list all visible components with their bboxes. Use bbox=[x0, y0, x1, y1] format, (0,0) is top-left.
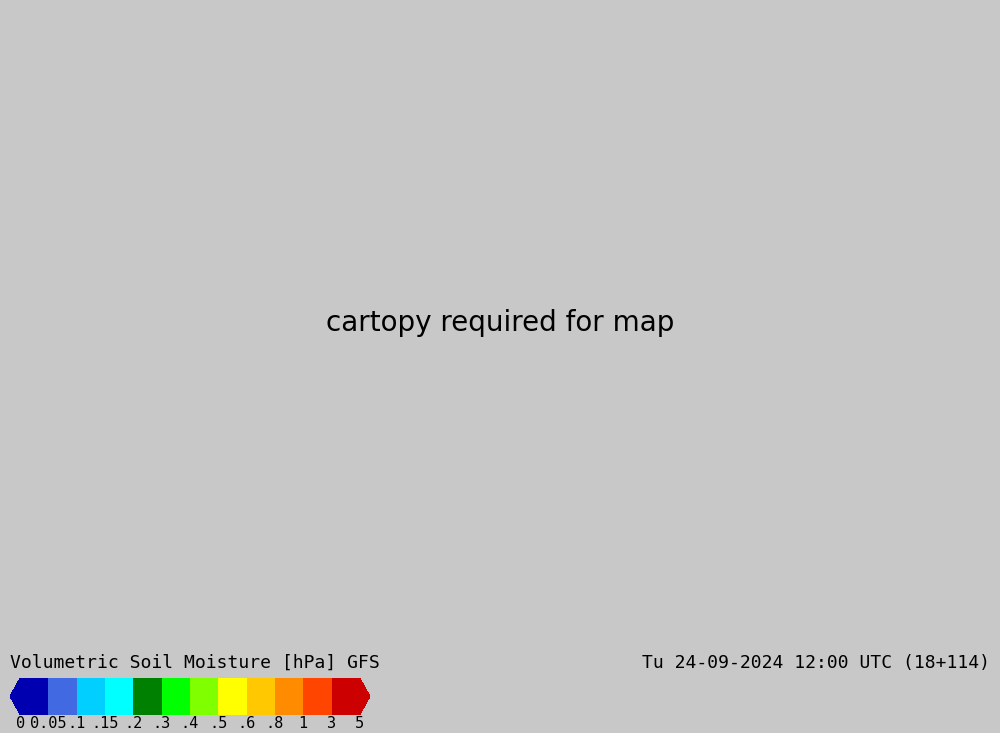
PathPatch shape bbox=[360, 678, 370, 715]
Text: cartopy required for map: cartopy required for map bbox=[326, 309, 674, 336]
Text: Volumetric Soil Moisture [hPa] GFS: Volumetric Soil Moisture [hPa] GFS bbox=[10, 654, 380, 672]
PathPatch shape bbox=[10, 678, 20, 715]
Text: Tu 24-09-2024 12:00 UTC (18+114): Tu 24-09-2024 12:00 UTC (18+114) bbox=[642, 654, 990, 672]
